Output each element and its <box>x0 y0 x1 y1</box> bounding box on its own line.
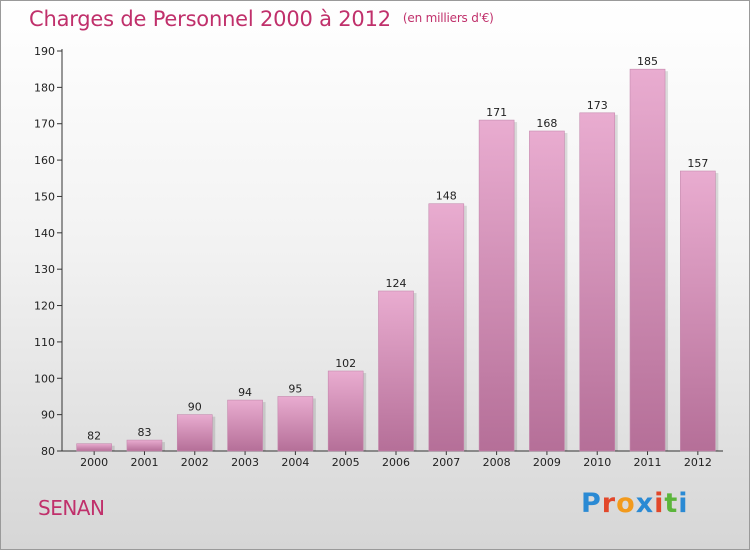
bar <box>227 399 263 452</box>
x-tick-label: 2003 <box>231 456 259 469</box>
bar <box>428 203 465 452</box>
x-tick-label: 2002 <box>181 456 209 469</box>
bar-value-label: 83 <box>137 426 151 439</box>
labels: 82 83 90 94 95 102 124 148 171 168 173 185 157 <box>87 55 708 443</box>
bar <box>126 439 163 452</box>
bar <box>629 68 666 452</box>
bar-value-label: 94 <box>238 386 252 399</box>
bar <box>378 290 414 452</box>
y-tick-label: 100 <box>34 372 55 385</box>
bar <box>176 414 213 452</box>
x-tick-label: 2001 <box>130 456 158 469</box>
x-tick-label: 2000 <box>80 456 108 469</box>
y-tick-label: 190 <box>34 45 55 58</box>
y-tick-label: 170 <box>34 118 55 131</box>
bar <box>277 396 314 452</box>
x-tick-label: 2009 <box>533 456 561 469</box>
y-tick-label: 140 <box>34 227 55 240</box>
bar-value-label: 95 <box>288 382 302 395</box>
bar <box>327 370 364 452</box>
bar-value-label: 173 <box>587 99 608 112</box>
chart-title-text: Charges de Personnel 2000 à 2012 <box>29 7 391 31</box>
bar <box>680 170 716 452</box>
bar-value-label: 157 <box>687 157 708 170</box>
x-tick-label: 2005 <box>332 456 360 469</box>
proxiti-logo: Proxiti <box>581 488 689 519</box>
y-tick-label: 90 <box>41 409 55 422</box>
bar-value-label: 171 <box>486 106 507 119</box>
logo-letter: i <box>678 488 689 519</box>
x-tick-label: 2004 <box>281 456 309 469</box>
bar <box>478 119 515 452</box>
bar <box>76 443 112 452</box>
bars <box>76 68 719 452</box>
bar-value-label: 102 <box>335 357 356 370</box>
logo-letter: P <box>581 488 602 519</box>
x-tick-label: 2010 <box>583 456 611 469</box>
bar-value-label: 148 <box>436 190 457 203</box>
x-tick-label: 2007 <box>432 456 460 469</box>
y-tick-label: 150 <box>34 190 55 203</box>
y-tick-label: 180 <box>34 81 55 94</box>
bar-value-label: 82 <box>87 430 101 443</box>
y-tick-label: 80 <box>41 445 55 458</box>
x-tick-label: 2012 <box>684 456 712 469</box>
bar-value-label: 168 <box>536 117 557 130</box>
y-tick-label: 110 <box>34 336 55 349</box>
x-tick-label: 2006 <box>382 456 410 469</box>
commune-name: SENAN <box>38 496 105 520</box>
x-tick-label: 2011 <box>634 456 662 469</box>
bar-value-label: 185 <box>637 55 658 68</box>
logo-letter: o <box>616 488 636 519</box>
bar-value-label: 124 <box>386 277 407 290</box>
logo-letter: x <box>635 488 655 519</box>
y-tick-label: 130 <box>34 263 55 276</box>
y-tick-label: 120 <box>34 300 55 313</box>
logo-letter: i <box>654 488 665 519</box>
x-tick-label: 2008 <box>483 456 511 469</box>
bar <box>579 112 616 452</box>
chart-subtitle: (en milliers d'€) <box>402 11 494 25</box>
bar <box>529 130 565 452</box>
bar-value-label: 90 <box>188 401 202 414</box>
logo-letter: r <box>601 488 617 519</box>
logo-letter: t <box>664 488 679 519</box>
axes: 80 90 100 110 120 130 140 150 160 170 180 190 2000 20… <box>34 45 723 469</box>
y-tick-label: 160 <box>34 154 55 167</box>
chart-title: Charges de Personnel 2000 à 2012 (en mill… <box>29 7 494 31</box>
